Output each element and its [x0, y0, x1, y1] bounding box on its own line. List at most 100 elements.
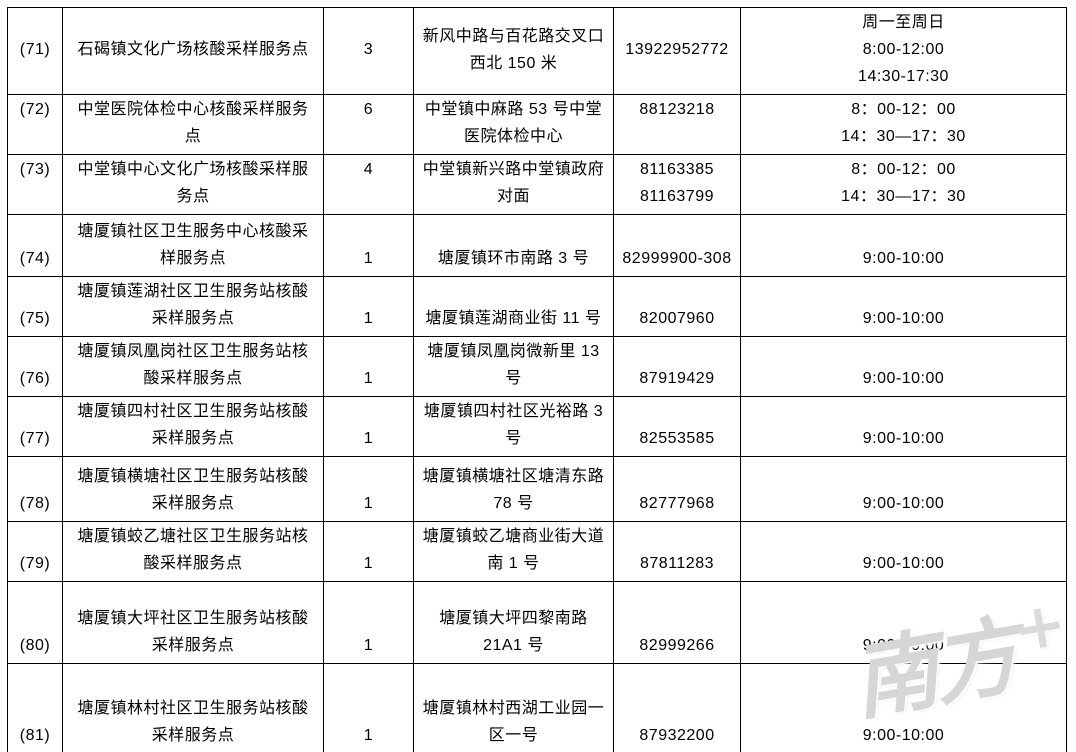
points-count-line: 4 [363, 161, 374, 178]
site-name-line: 采样服务点 [151, 310, 235, 327]
address-cell: 塘厦镇四村社区光裕路 3 号 [413, 396, 614, 457]
table-row: (74) 塘厦镇社区卫生服务中心核酸采 样服务点 1 塘厦镇环市南路 3 号 829999… [7, 214, 1067, 277]
index-cell: (74) [7, 214, 63, 277]
points-count-cell: 1 [323, 214, 414, 277]
hours-cell: 9:00-10:00 [740, 214, 1067, 277]
site-name-line: 塘厦镇四村社区卫生服务站核酸 [77, 403, 309, 420]
site-name-cell: 塘厦镇林村社区卫生服务站核酸 采样服务点 [62, 663, 324, 752]
index-cell: (76) [7, 336, 63, 397]
site-name-cell: 中堂镇中心文化广场核酸采样服 务点 [62, 154, 324, 215]
phone-line: 82777968 [639, 495, 715, 512]
address-line: 对面 [496, 188, 530, 205]
phone-cell: 82007960 [613, 276, 741, 337]
hours-cell: 9:00-10:00 [740, 336, 1067, 397]
index-cell: (71) [7, 7, 63, 95]
address-cell: 塘厦镇环市南路 3 号 [413, 214, 614, 277]
address-line: 塘厦镇凤凰岗微新里 13 [427, 343, 600, 360]
index-cell: (79) [7, 521, 63, 582]
points-count-cell: 1 [323, 276, 414, 337]
address-line: 塘厦镇四村社区光裕路 3 [423, 403, 604, 420]
phone-cell: 87919429 [613, 336, 741, 397]
address-line: 塘厦镇环市南路 3 号 [437, 250, 590, 267]
address-cell: 中堂镇中麻路 53 号中堂 医院体检中心 [413, 94, 614, 155]
phone-cell: 88123218 [613, 94, 741, 155]
index-line: (75) [19, 310, 51, 327]
hours-cell: 8：00-12：00 14：30—17：30 [740, 154, 1067, 215]
site-name-cell: 塘厦镇四村社区卫生服务站核酸 采样服务点 [62, 396, 324, 457]
table-row: (75) 塘厦镇莲湖社区卫生服务站核酸 采样服务点 1 塘厦镇莲湖商业街 11 号 820… [7, 276, 1067, 337]
hours-line: 8：00-12：00 [851, 161, 956, 178]
index-line: (74) [19, 250, 51, 267]
hours-line: 9:00-10:00 [862, 495, 945, 512]
hours-cell: 9:00-10:00 [740, 521, 1067, 582]
phone-line: 88123218 [639, 101, 715, 118]
hours-line: 9:00-10:00 [862, 555, 945, 572]
hours-line: 9:00-10:00 [862, 430, 945, 447]
phone-line: 82999900-308 [622, 250, 732, 267]
site-name-line: 采样服务点 [151, 637, 235, 654]
index-line: (71) [19, 41, 51, 58]
points-count-line: 1 [363, 250, 374, 267]
address-line: 号 [505, 370, 522, 387]
phone-cell: 82777968 [613, 456, 741, 522]
table-row: (76) 塘厦镇凤凰岗社区卫生服务站核 酸采样服务点 1 塘厦镇凤凰岗微新里 13 号 87… [7, 336, 1067, 397]
site-name-cell: 塘厦镇横塘社区卫生服务站核酸 采样服务点 [62, 456, 324, 522]
points-count-line: 3 [363, 41, 374, 58]
address-line: 塘厦镇莲湖商业街 11 号 [425, 310, 602, 327]
phone-line: 81163799 [640, 188, 714, 205]
address-cell: 塘厦镇大坪四黎南路 21A1 号 [413, 581, 614, 664]
hours-line: 9:00-10:00 [862, 370, 945, 387]
table-row: (78) 塘厦镇横塘社区卫生服务站核酸 采样服务点 1 塘厦镇横塘社区塘清东路 78 号 8… [7, 456, 1067, 522]
address-line: 塘厦镇蛟乙塘商业街大道 [422, 528, 605, 545]
hours-line: 9:00-10:00 [862, 727, 945, 744]
points-count-cell: 1 [323, 456, 414, 522]
address-line: 医院体检中心 [463, 128, 563, 145]
hours-cell: 周一至周日 8:00-12:00 14:30-17:30 [740, 7, 1067, 95]
site-name-line: 塘厦镇凤凰岗社区卫生服务站核 [77, 343, 309, 360]
address-line: 塘厦镇大坪四黎南路 [439, 610, 588, 627]
hours-line: 14：30—17：30 [841, 128, 966, 145]
address-line: 号 [505, 430, 522, 447]
site-name-line: 务点 [176, 188, 210, 205]
site-name-cell: 石碣镇文化广场核酸采样服务点 [62, 7, 324, 95]
index-line: (73) [19, 161, 51, 178]
address-cell: 中堂镇新兴路中堂镇政府 对面 [413, 154, 614, 215]
hours-line: 14:30-17:30 [858, 68, 949, 85]
points-count-line: 1 [363, 310, 374, 327]
site-name-line: 酸采样服务点 [143, 555, 243, 572]
address-line: 新风中路与百花路交叉口 [422, 27, 605, 45]
phone-line: 87811283 [640, 555, 714, 572]
index-cell: (78) [7, 456, 63, 522]
hours-line: 周一至周日 [862, 14, 945, 31]
points-count-cell: 1 [323, 581, 414, 664]
site-name-line: 中堂医院体检中心核酸采样服务 [77, 101, 309, 118]
address-line: 中堂镇新兴路中堂镇政府 [422, 161, 605, 178]
index-line: (72) [19, 101, 51, 118]
points-count-line: 1 [363, 370, 374, 387]
index-line: (79) [19, 555, 51, 572]
site-name-line: 酸采样服务点 [143, 370, 243, 387]
index-line: (81) [19, 727, 51, 744]
index-line: (80) [19, 637, 51, 654]
index-line: (77) [19, 430, 51, 447]
hours-line: 9:00-10:00 [862, 637, 945, 654]
phone-cell: 82553585 [613, 396, 741, 457]
address-cell: 新风中路与百花路交叉口 西北 150 米 [413, 7, 614, 95]
phone-line: 87919429 [639, 370, 715, 387]
phone-cell: 87811283 [613, 521, 741, 582]
points-count-cell: 3 [323, 7, 414, 95]
phone-cell: 87932200 [613, 663, 741, 752]
site-name-cell: 塘厦镇大坪社区卫生服务站核酸 采样服务点 [62, 581, 324, 664]
points-count-line: 1 [363, 637, 374, 654]
site-name-line: 塘厦镇林村社区卫生服务站核酸 [77, 700, 309, 717]
points-count-cell: 1 [323, 336, 414, 397]
address-line: 西北 150 米 [469, 54, 558, 72]
table-row: (80) 塘厦镇大坪社区卫生服务站核酸 采样服务点 1 塘厦镇大坪四黎南路 21A1 号 8… [7, 581, 1067, 664]
address-cell: 塘厦镇蛟乙塘商业街大道南 1 号 [413, 521, 614, 582]
index-cell: (81) [7, 663, 63, 752]
address-line: 区一号 [488, 727, 539, 744]
index-cell: (73) [7, 154, 63, 215]
site-name-line: 塘厦镇蛟乙塘社区卫生服务站核 [77, 528, 309, 545]
site-name-line: 塘厦镇莲湖社区卫生服务站核酸 [77, 283, 309, 300]
